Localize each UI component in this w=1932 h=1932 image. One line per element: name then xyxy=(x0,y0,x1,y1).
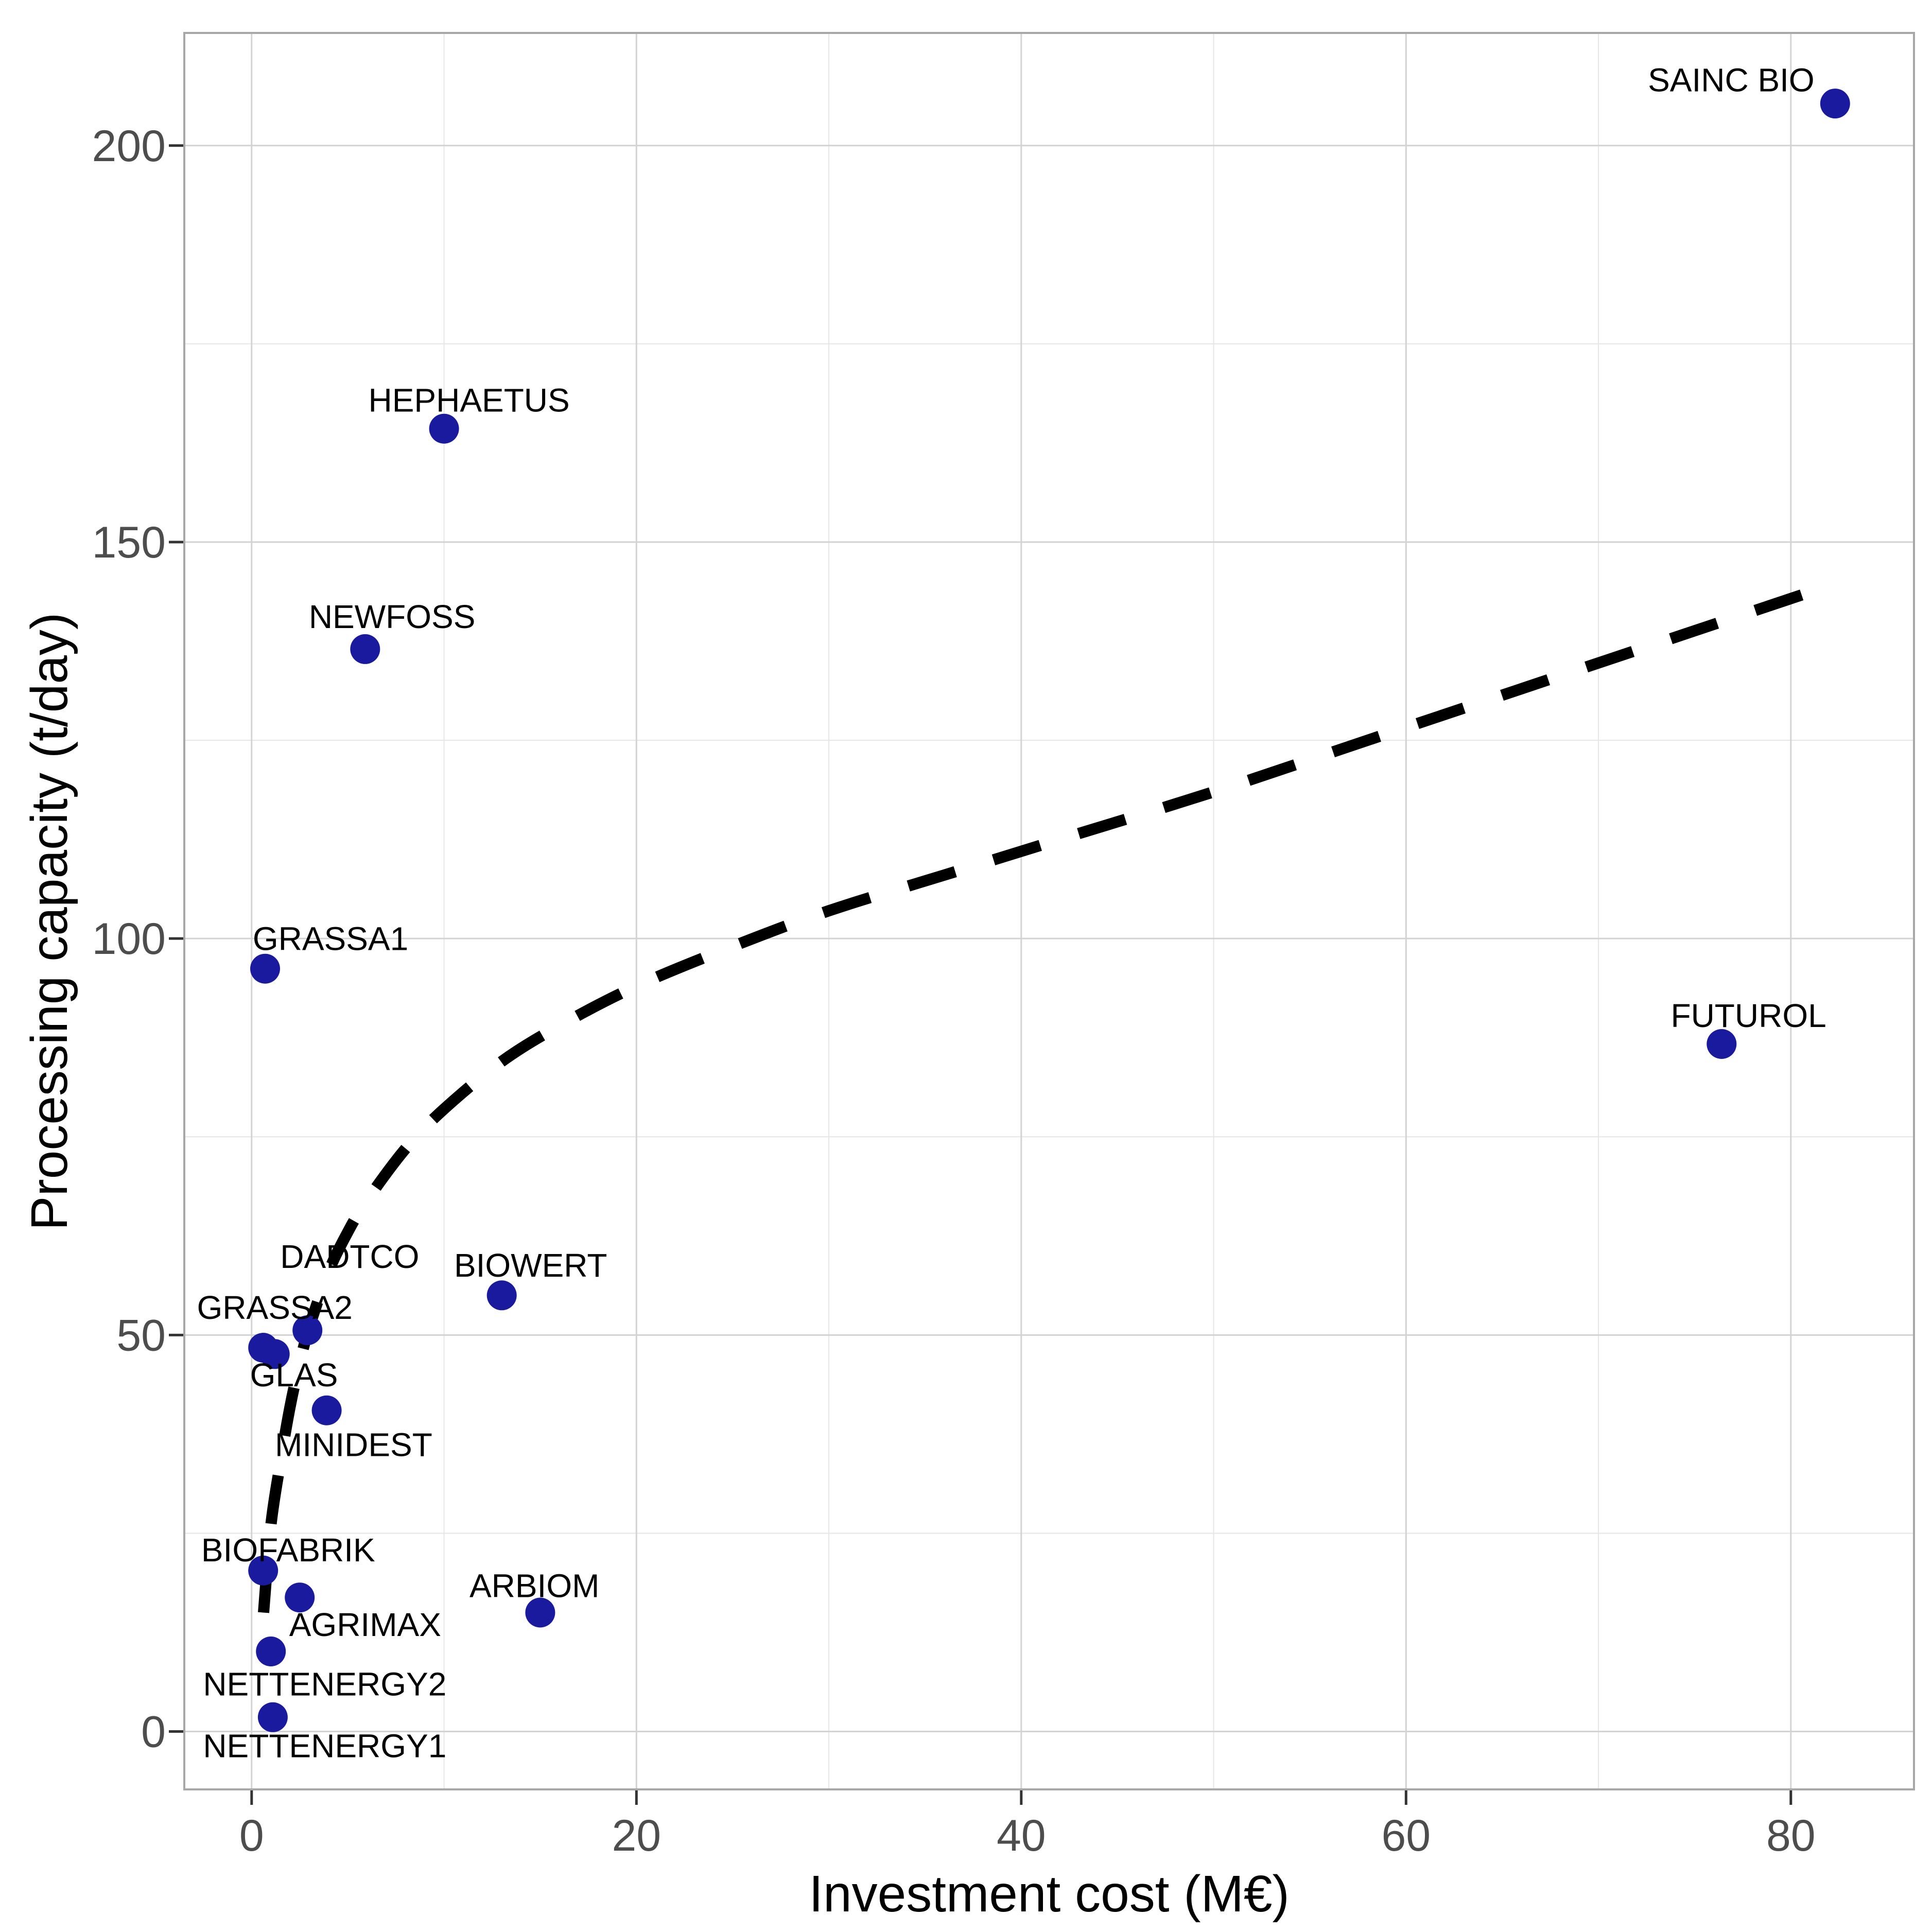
point-label-nettenergy1: NETTENERGY1 xyxy=(203,1728,446,1765)
data-point-hephaetus xyxy=(429,413,459,444)
axis-tick-labels: 0 20 40 60 80 0 50 100 150 200 xyxy=(92,121,1816,1860)
x-tick-label-0: 0 xyxy=(239,1811,264,1860)
x-tick-label-60: 60 xyxy=(1381,1811,1431,1860)
y-tick-label-150: 150 xyxy=(92,518,166,567)
y-tick-label-100: 100 xyxy=(92,914,166,964)
panel-border xyxy=(183,32,1915,1790)
data-point-grassa1 xyxy=(250,953,280,984)
point-label-futurol: FUTUROL xyxy=(1670,997,1826,1034)
x-axis-title: Investment cost (M€) xyxy=(809,1865,1290,1923)
point-label-nettenergy2: NETTENERGY2 xyxy=(203,1666,446,1703)
point-label-dadtco: DADTCO xyxy=(280,1238,419,1275)
y-tick-label-200: 200 xyxy=(92,121,166,171)
point-label-glas: GLAS xyxy=(250,1356,338,1394)
point-label-biofabrik: BIOFABRIK xyxy=(201,1531,375,1569)
data-point-glas xyxy=(259,1339,290,1369)
point-label-grassa2: GRASSA2 xyxy=(197,1289,353,1326)
point-label-arbiom: ARBIOM xyxy=(469,1568,599,1605)
x-tick-label-20: 20 xyxy=(612,1811,661,1860)
data-point-nettenergy1 xyxy=(257,1702,288,1732)
point-label-grassa1: GRASSA1 xyxy=(253,920,408,958)
axis-tick-marks xyxy=(169,144,1792,1805)
data-point-minidest xyxy=(311,1395,342,1425)
data-point-dadtco xyxy=(292,1315,323,1346)
data-point-agrimax xyxy=(285,1582,315,1613)
major-gridlines xyxy=(184,33,1914,1789)
y-tick-label-50: 50 xyxy=(116,1311,166,1360)
data-point-sainc-bio xyxy=(1820,89,1850,119)
data-point-newfoss xyxy=(350,634,380,664)
x-tick-label-40: 40 xyxy=(997,1811,1046,1860)
point-label-agrimax: AGRIMAX xyxy=(289,1606,441,1643)
point-label-biowert: BIOWERT xyxy=(454,1247,607,1284)
point-label-newfoss: NEWFOSS xyxy=(309,598,476,635)
data-point-arbiom xyxy=(525,1597,555,1628)
data-point-nettenergy2 xyxy=(256,1637,286,1666)
y-tick-label-0: 0 xyxy=(141,1708,166,1757)
plot-panel xyxy=(184,33,1914,1789)
point-labels: SAINC BIO HEPHAETUS NEWFOSS GRASSA1 FUTUROL B… xyxy=(197,61,1826,1764)
y-axis-title: Processing capacity (t/day) xyxy=(21,613,78,1231)
point-label-sainc-bio: SAINC BIO xyxy=(1648,61,1815,98)
data-point-futurol xyxy=(1707,1029,1737,1059)
data-points xyxy=(248,89,1850,1732)
data-point-biowert xyxy=(486,1280,517,1311)
x-tick-label-80: 80 xyxy=(1766,1811,1816,1860)
point-label-hephaetus: HEPHAETUS xyxy=(369,382,570,419)
point-label-minidest: MINIDEST xyxy=(275,1426,432,1463)
data-point-biofabrik xyxy=(248,1555,279,1586)
